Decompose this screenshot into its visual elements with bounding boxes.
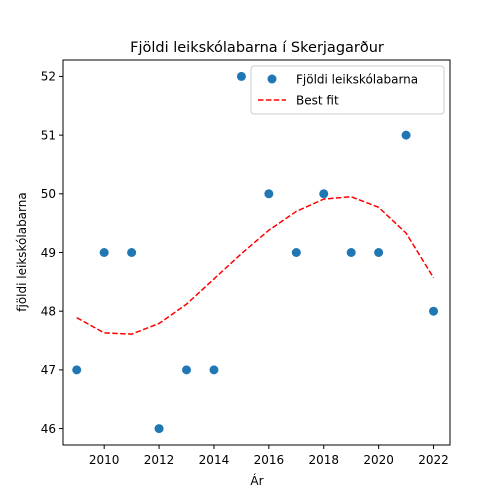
- data-point: [264, 189, 274, 199]
- y-tick-label: 52: [41, 70, 56, 84]
- y-tick-label: 48: [41, 304, 56, 318]
- data-point: [319, 189, 329, 199]
- y-tick-label: 50: [41, 187, 56, 201]
- y-tick-label: 47: [41, 363, 56, 377]
- legend-box: [250, 65, 445, 115]
- plot-area: [72, 71, 439, 434]
- x-tick-label: 2010: [89, 453, 120, 467]
- legend-marker-scatter: [267, 74, 277, 84]
- y-axis: 46 47 48 49 50 51 52: [41, 70, 63, 436]
- data-point: [346, 248, 356, 257]
- y-axis-title: fjöldi leikskólabarna: [15, 192, 29, 311]
- x-tick-label: 2016: [254, 453, 285, 467]
- plot-frame: [62, 59, 451, 446]
- data-point: [374, 248, 384, 257]
- data-point: [429, 306, 439, 316]
- y-tick-label: 49: [41, 246, 56, 260]
- y-tick-label: 51: [41, 128, 56, 142]
- x-axis-title: Ár: [250, 473, 263, 488]
- data-point: [182, 365, 192, 375]
- legend-label-scatter: Fjöldi leikskólabarna: [296, 73, 418, 87]
- y-tick-label: 46: [41, 422, 56, 436]
- legend-label-line: Best fit: [296, 94, 339, 108]
- x-tick-label: 2012: [144, 453, 175, 467]
- x-axis: 2010 2012 2014 2016 2018 2020 2022: [89, 445, 449, 467]
- data-point: [236, 71, 246, 81]
- best-fit-line: [76, 195, 435, 335]
- data-point: [72, 365, 82, 375]
- x-tick-label: 2022: [418, 453, 449, 467]
- data-point: [209, 365, 219, 375]
- data-point: [99, 248, 109, 257]
- x-tick-label: 2014: [199, 453, 230, 467]
- x-tick-label: 2018: [308, 453, 339, 467]
- data-point: [401, 130, 411, 140]
- chart-title: Fjöldi leikskólabarna í Skerjagarður: [130, 40, 384, 56]
- x-tick-label: 2020: [363, 453, 394, 467]
- legend: Fjöldi leikskólabarna Best fit: [250, 65, 445, 115]
- data-point: [154, 424, 164, 434]
- data-point: [127, 248, 137, 257]
- data-point: [291, 248, 301, 257]
